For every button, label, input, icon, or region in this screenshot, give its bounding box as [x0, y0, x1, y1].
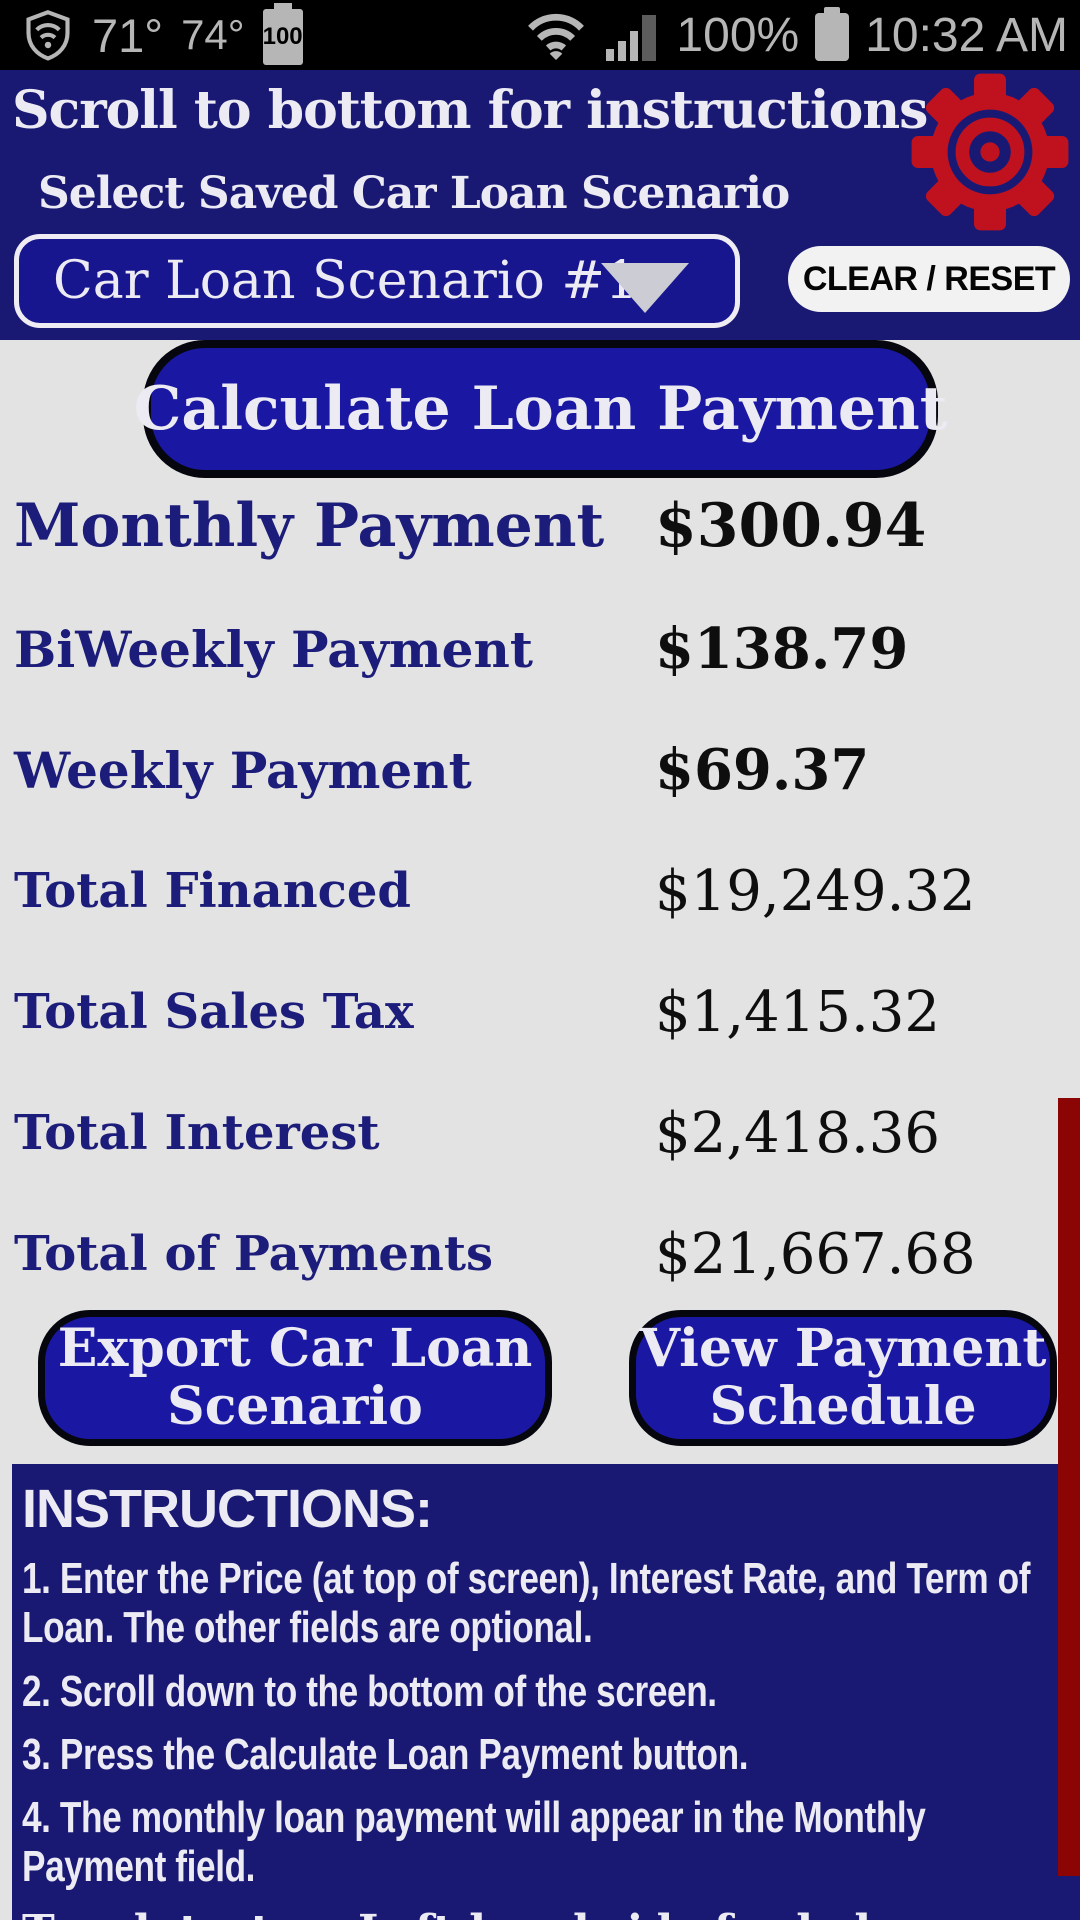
- select-scenario-label: Select Saved Car Loan Scenario: [38, 168, 790, 219]
- battery-icon: [815, 7, 850, 61]
- header-panel: Scroll to bottom for instructions Select…: [0, 70, 1080, 340]
- biweekly-payment-label[interactable]: BiWeekly Payment: [14, 619, 533, 679]
- wifi-icon: [528, 13, 585, 60]
- total-financed-label[interactable]: Total Financed: [14, 863, 411, 919]
- result-row-monthly-payment: Monthly Payment $300.94: [14, 488, 1058, 564]
- instructions-panel: INSTRUCTIONS: 1. Enter the Price (at top…: [12, 1464, 1080, 1920]
- export-scenario-button[interactable]: Export Car Loan Scenario: [38, 1310, 552, 1446]
- status-bar: 71° 74° 100 100% 10:32 AM: [0, 0, 1080, 70]
- monthly-payment-value: $300.94: [655, 491, 927, 561]
- result-row-biweekly-payment: BiWeekly Payment $138.79: [14, 611, 1058, 687]
- total-sales-tax-label[interactable]: Total Sales Tax: [14, 984, 414, 1040]
- biweekly-payment-value: $138.79: [655, 616, 909, 682]
- shield-wifi-icon: [26, 10, 70, 61]
- total-interest-label[interactable]: Total Interest: [14, 1105, 380, 1161]
- temperature-high: 74°: [181, 11, 245, 58]
- total-financed-value: $19,249.32: [655, 858, 976, 924]
- result-row-total-interest: Total Interest $2,418.36: [14, 1095, 1058, 1171]
- status-bar-right: 100% 10:32 AM: [524, 7, 1080, 63]
- total-of-payments-value: $21,667.68: [655, 1221, 976, 1287]
- status-bar-left: 71° 74° 100: [0, 3, 303, 65]
- view-payment-schedule-button[interactable]: View Payment Schedule: [629, 1310, 1057, 1446]
- result-row-total-of-payments: Total of Payments $21,667.68: [14, 1216, 1058, 1292]
- instructions-heading: INSTRUCTIONS:: [22, 1479, 433, 1539]
- signal-bars-icon: [606, 15, 657, 61]
- total-interest-value: $2,418.36: [655, 1100, 941, 1166]
- weekly-payment-value: $69.37: [655, 737, 870, 803]
- instruction-item-2: 2. Scroll down to the bottom of the scre…: [22, 1666, 717, 1716]
- battery-notification-icon: 100: [262, 3, 303, 65]
- clear-reset-button[interactable]: CLEAR / RESET: [788, 246, 1070, 312]
- result-row-total-sales-tax: Total Sales Tax $1,415.32: [14, 974, 1058, 1050]
- scrollbar-thumb[interactable]: [1058, 1098, 1080, 1876]
- instruction-item-3: 3. Press the Calculate Loan Payment butt…: [22, 1729, 749, 1779]
- gear-icon[interactable]: [910, 72, 1070, 232]
- battery-percent: 100%: [676, 8, 800, 62]
- temperature-low: 71°: [92, 8, 164, 62]
- total-of-payments-label[interactable]: Total of Payments: [14, 1226, 494, 1282]
- clock-time: 10:32 AM: [865, 8, 1068, 62]
- result-row-total-financed: Total Financed $19,249.32: [14, 853, 1058, 929]
- result-row-weekly-payment: Weekly Payment $69.37: [14, 732, 1058, 808]
- scenario-dropdown[interactable]: Car Loan Scenario #1: [14, 234, 740, 328]
- scenario-dropdown-value: Car Loan Scenario #1: [53, 251, 639, 311]
- instructions-footer: Touch text on Left-hand side for help: [22, 1906, 1080, 1920]
- instruction-item-1: 1. Enter the Price (at top of screen), I…: [22, 1554, 1031, 1653]
- calculate-loan-payment-button[interactable]: Calculate Loan Payment: [134, 340, 947, 478]
- instruction-item-4: 4. The monthly loan payment will appear …: [22, 1793, 926, 1892]
- battery-notification-value: 100: [262, 23, 303, 50]
- page-title: Scroll to bottom for instructions: [12, 80, 928, 141]
- total-sales-tax-value: $1,415.32: [655, 979, 941, 1045]
- monthly-payment-label[interactable]: Monthly Payment: [14, 491, 605, 561]
- chevron-down-triangle-icon: [601, 263, 689, 313]
- weekly-payment-label[interactable]: Weekly Payment: [14, 740, 472, 800]
